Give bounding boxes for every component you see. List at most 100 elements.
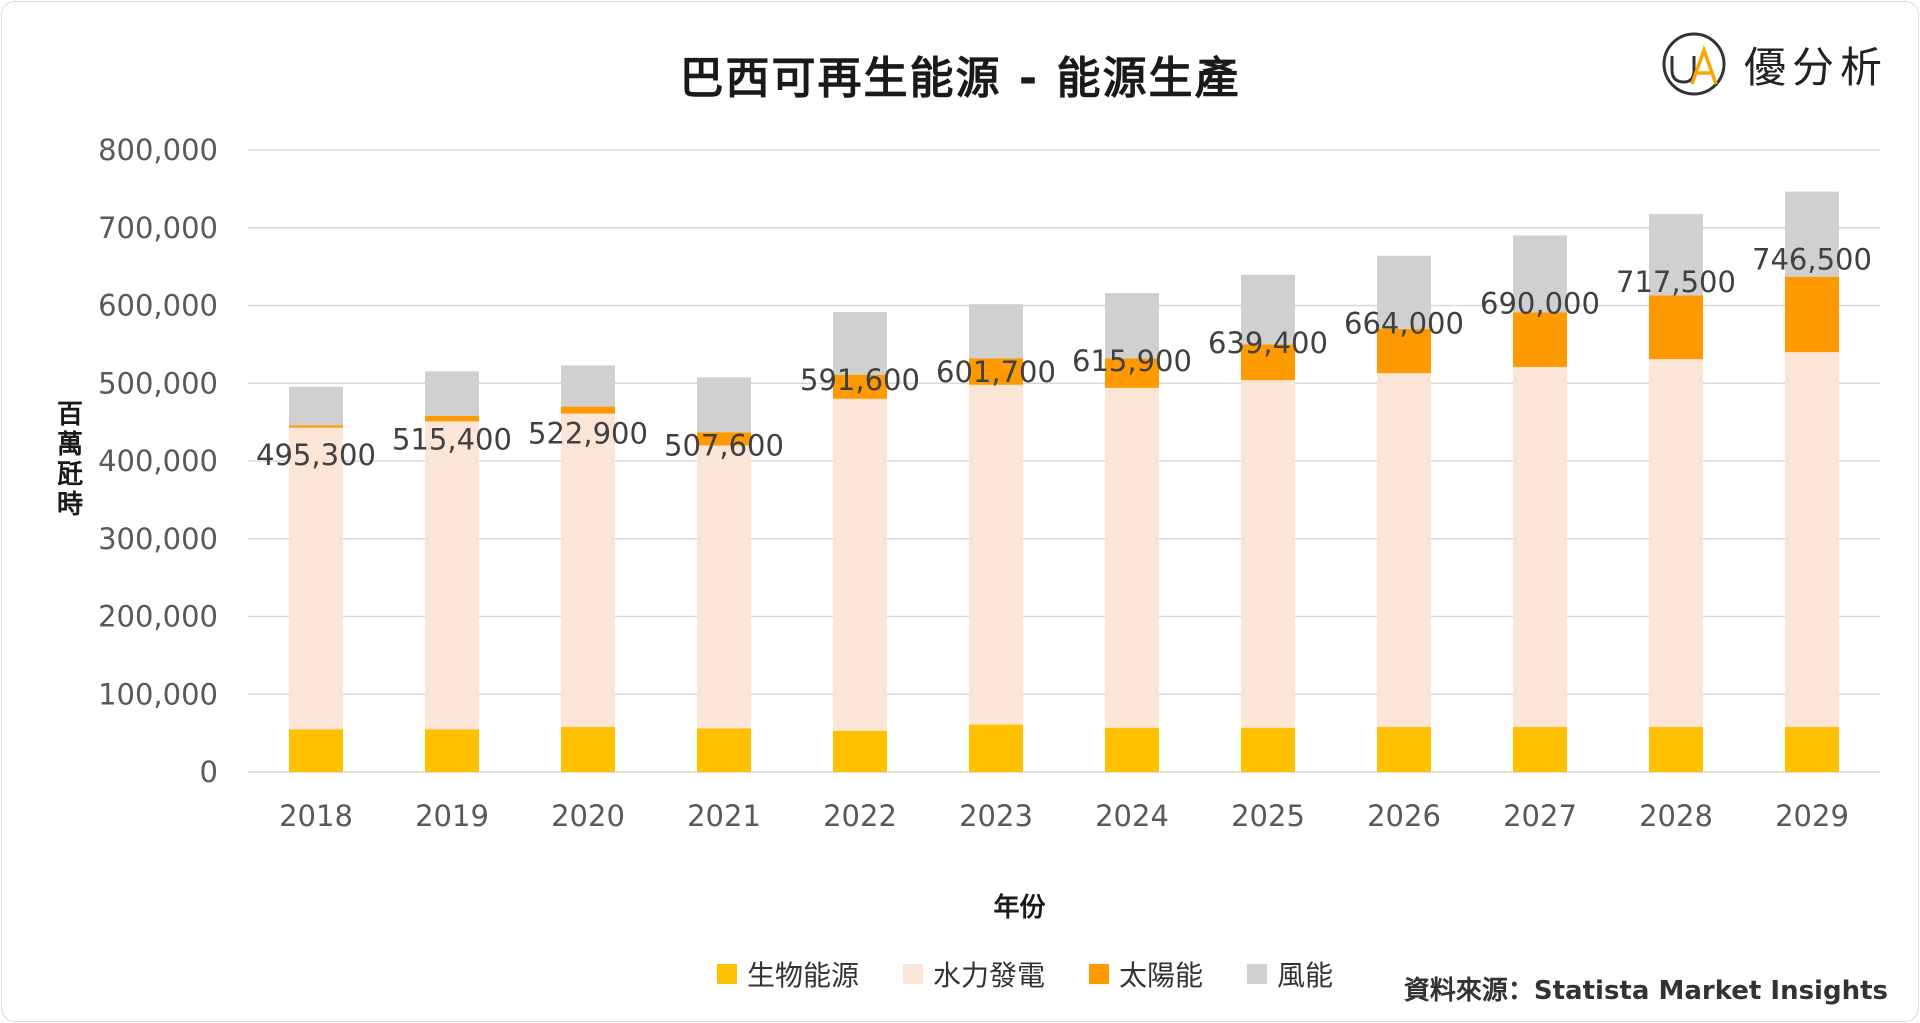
legend-swatch-biomass bbox=[717, 964, 737, 984]
y-tick-label: 300,000 bbox=[98, 522, 218, 556]
bar-segment bbox=[289, 729, 343, 772]
y-tick-label: 0 bbox=[200, 755, 218, 789]
bar-segment bbox=[425, 415, 479, 422]
total-data-label: 591,600 bbox=[800, 363, 920, 397]
bar-segment bbox=[697, 377, 751, 433]
bar-segment bbox=[1785, 191, 1839, 277]
x-tick-label: 2025 bbox=[1231, 799, 1305, 833]
x-tick-label: 2022 bbox=[823, 799, 897, 833]
y-tick-label: 400,000 bbox=[98, 444, 218, 478]
bar-segment bbox=[561, 726, 615, 772]
legend-item-wind: 風能 bbox=[1247, 954, 1333, 994]
brand-logo-icon bbox=[1662, 32, 1726, 96]
bar-segment bbox=[289, 425, 343, 428]
total-data-label: 690,000 bbox=[1480, 287, 1600, 321]
bar-segment bbox=[561, 406, 615, 414]
bar-segment bbox=[833, 398, 887, 731]
bar-segment bbox=[1241, 727, 1295, 772]
brand-name: 優分析 bbox=[1743, 42, 1888, 92]
bar-segment bbox=[289, 386, 343, 426]
x-tick-label: 2028 bbox=[1639, 799, 1713, 833]
brand-logo: 優分析 bbox=[1658, 28, 1888, 100]
bar-segment bbox=[697, 432, 751, 446]
y-tick-label: 700,000 bbox=[98, 211, 218, 245]
bar-segment bbox=[1241, 274, 1295, 345]
total-data-label: 515,400 bbox=[392, 422, 512, 456]
bar-segment bbox=[833, 730, 887, 772]
bar-segment bbox=[1105, 387, 1159, 728]
bar-segment bbox=[697, 445, 751, 729]
y-tick-label: 800,000 bbox=[98, 133, 218, 167]
x-tick-label: 2018 bbox=[279, 799, 353, 833]
x-tick-label: 2023 bbox=[959, 799, 1033, 833]
bar-segment bbox=[1513, 312, 1567, 367]
chart-title: 巴西可再生能源 - 能源生產 bbox=[679, 53, 1241, 104]
total-data-label: 664,000 bbox=[1344, 307, 1464, 341]
legend-label-biomass: 生物能源 bbox=[747, 959, 860, 992]
y-tick-label: 100,000 bbox=[98, 677, 218, 711]
x-tick-label: 2026 bbox=[1367, 799, 1441, 833]
y-tick-label: 200,000 bbox=[98, 600, 218, 634]
legend-item-solar: 太陽能 bbox=[1089, 954, 1203, 994]
bar-segment bbox=[1513, 366, 1567, 727]
bar-segment bbox=[1785, 726, 1839, 772]
source-note: 資料來源：Statista Market Insights bbox=[1403, 976, 1888, 1006]
total-data-label: 495,300 bbox=[256, 438, 376, 472]
x-tick-label: 2024 bbox=[1095, 799, 1169, 833]
legend-label-solar: 太陽能 bbox=[1119, 959, 1204, 992]
total-data-label: 522,900 bbox=[528, 416, 648, 450]
bar-segment bbox=[1785, 276, 1839, 353]
legend-swatch-wind bbox=[1247, 964, 1268, 984]
x-tick-label: 2027 bbox=[1503, 799, 1577, 833]
x-tick-label: 2019 bbox=[415, 799, 489, 833]
bar-segment bbox=[1649, 359, 1703, 727]
bar-segment bbox=[1105, 358, 1159, 388]
x-tick-label: 2020 bbox=[551, 799, 625, 833]
bar-segment bbox=[969, 384, 1023, 725]
total-data-label: 746,500 bbox=[1752, 243, 1872, 277]
bar-segment bbox=[561, 413, 615, 727]
bar-segment bbox=[1513, 235, 1567, 313]
y-axis-label: 百萬瓩時 bbox=[56, 400, 83, 520]
bar-segment bbox=[425, 729, 479, 772]
total-data-label: 601,700 bbox=[936, 355, 1056, 389]
chart-legend: 生物能源 水力發電 太陽能 風能 bbox=[717, 954, 1333, 994]
bar-segment bbox=[1105, 727, 1159, 772]
legend-swatch-hydro bbox=[903, 964, 924, 984]
bar-segment bbox=[1377, 726, 1431, 772]
bar-segment bbox=[1649, 214, 1703, 296]
bar-segment bbox=[969, 358, 1023, 385]
bar-segment bbox=[969, 724, 1023, 772]
bar-segment bbox=[1241, 344, 1295, 381]
legend-item-hydro: 水力發電 bbox=[903, 954, 1045, 994]
bar-segment bbox=[1377, 328, 1431, 374]
bar-segment bbox=[1377, 373, 1431, 727]
bar-segment bbox=[833, 312, 887, 375]
bar-segment bbox=[289, 427, 343, 730]
total-data-label: 639,400 bbox=[1208, 326, 1328, 360]
bar-segment bbox=[1513, 726, 1567, 772]
legend-label-wind: 風能 bbox=[1277, 959, 1334, 992]
x-tick-label: 2029 bbox=[1775, 799, 1849, 833]
bar-segment bbox=[1785, 352, 1839, 727]
bar-segment bbox=[1649, 726, 1703, 772]
bar-segment bbox=[1105, 293, 1159, 359]
x-tick-label: 2021 bbox=[687, 799, 761, 833]
total-data-label: 717,500 bbox=[1616, 265, 1736, 299]
bar-segment bbox=[425, 371, 479, 416]
y-tick-label: 500,000 bbox=[98, 366, 218, 400]
bar-segment bbox=[969, 304, 1023, 359]
bar-segment bbox=[425, 421, 479, 730]
total-data-label: 615,900 bbox=[1072, 344, 1192, 378]
x-axis-label: 年份 bbox=[993, 893, 1046, 923]
legend-item-biomass: 生物能源 bbox=[717, 954, 859, 994]
legend-label-hydro: 水力發電 bbox=[933, 959, 1046, 992]
y-tick-label: 600,000 bbox=[98, 289, 218, 323]
bar-segment bbox=[697, 728, 751, 772]
bar-segment bbox=[1649, 295, 1703, 360]
legend-swatch-solar bbox=[1089, 964, 1110, 984]
bar-segment bbox=[1241, 380, 1295, 728]
bar-segment bbox=[833, 374, 887, 399]
bar-segment bbox=[561, 365, 615, 407]
